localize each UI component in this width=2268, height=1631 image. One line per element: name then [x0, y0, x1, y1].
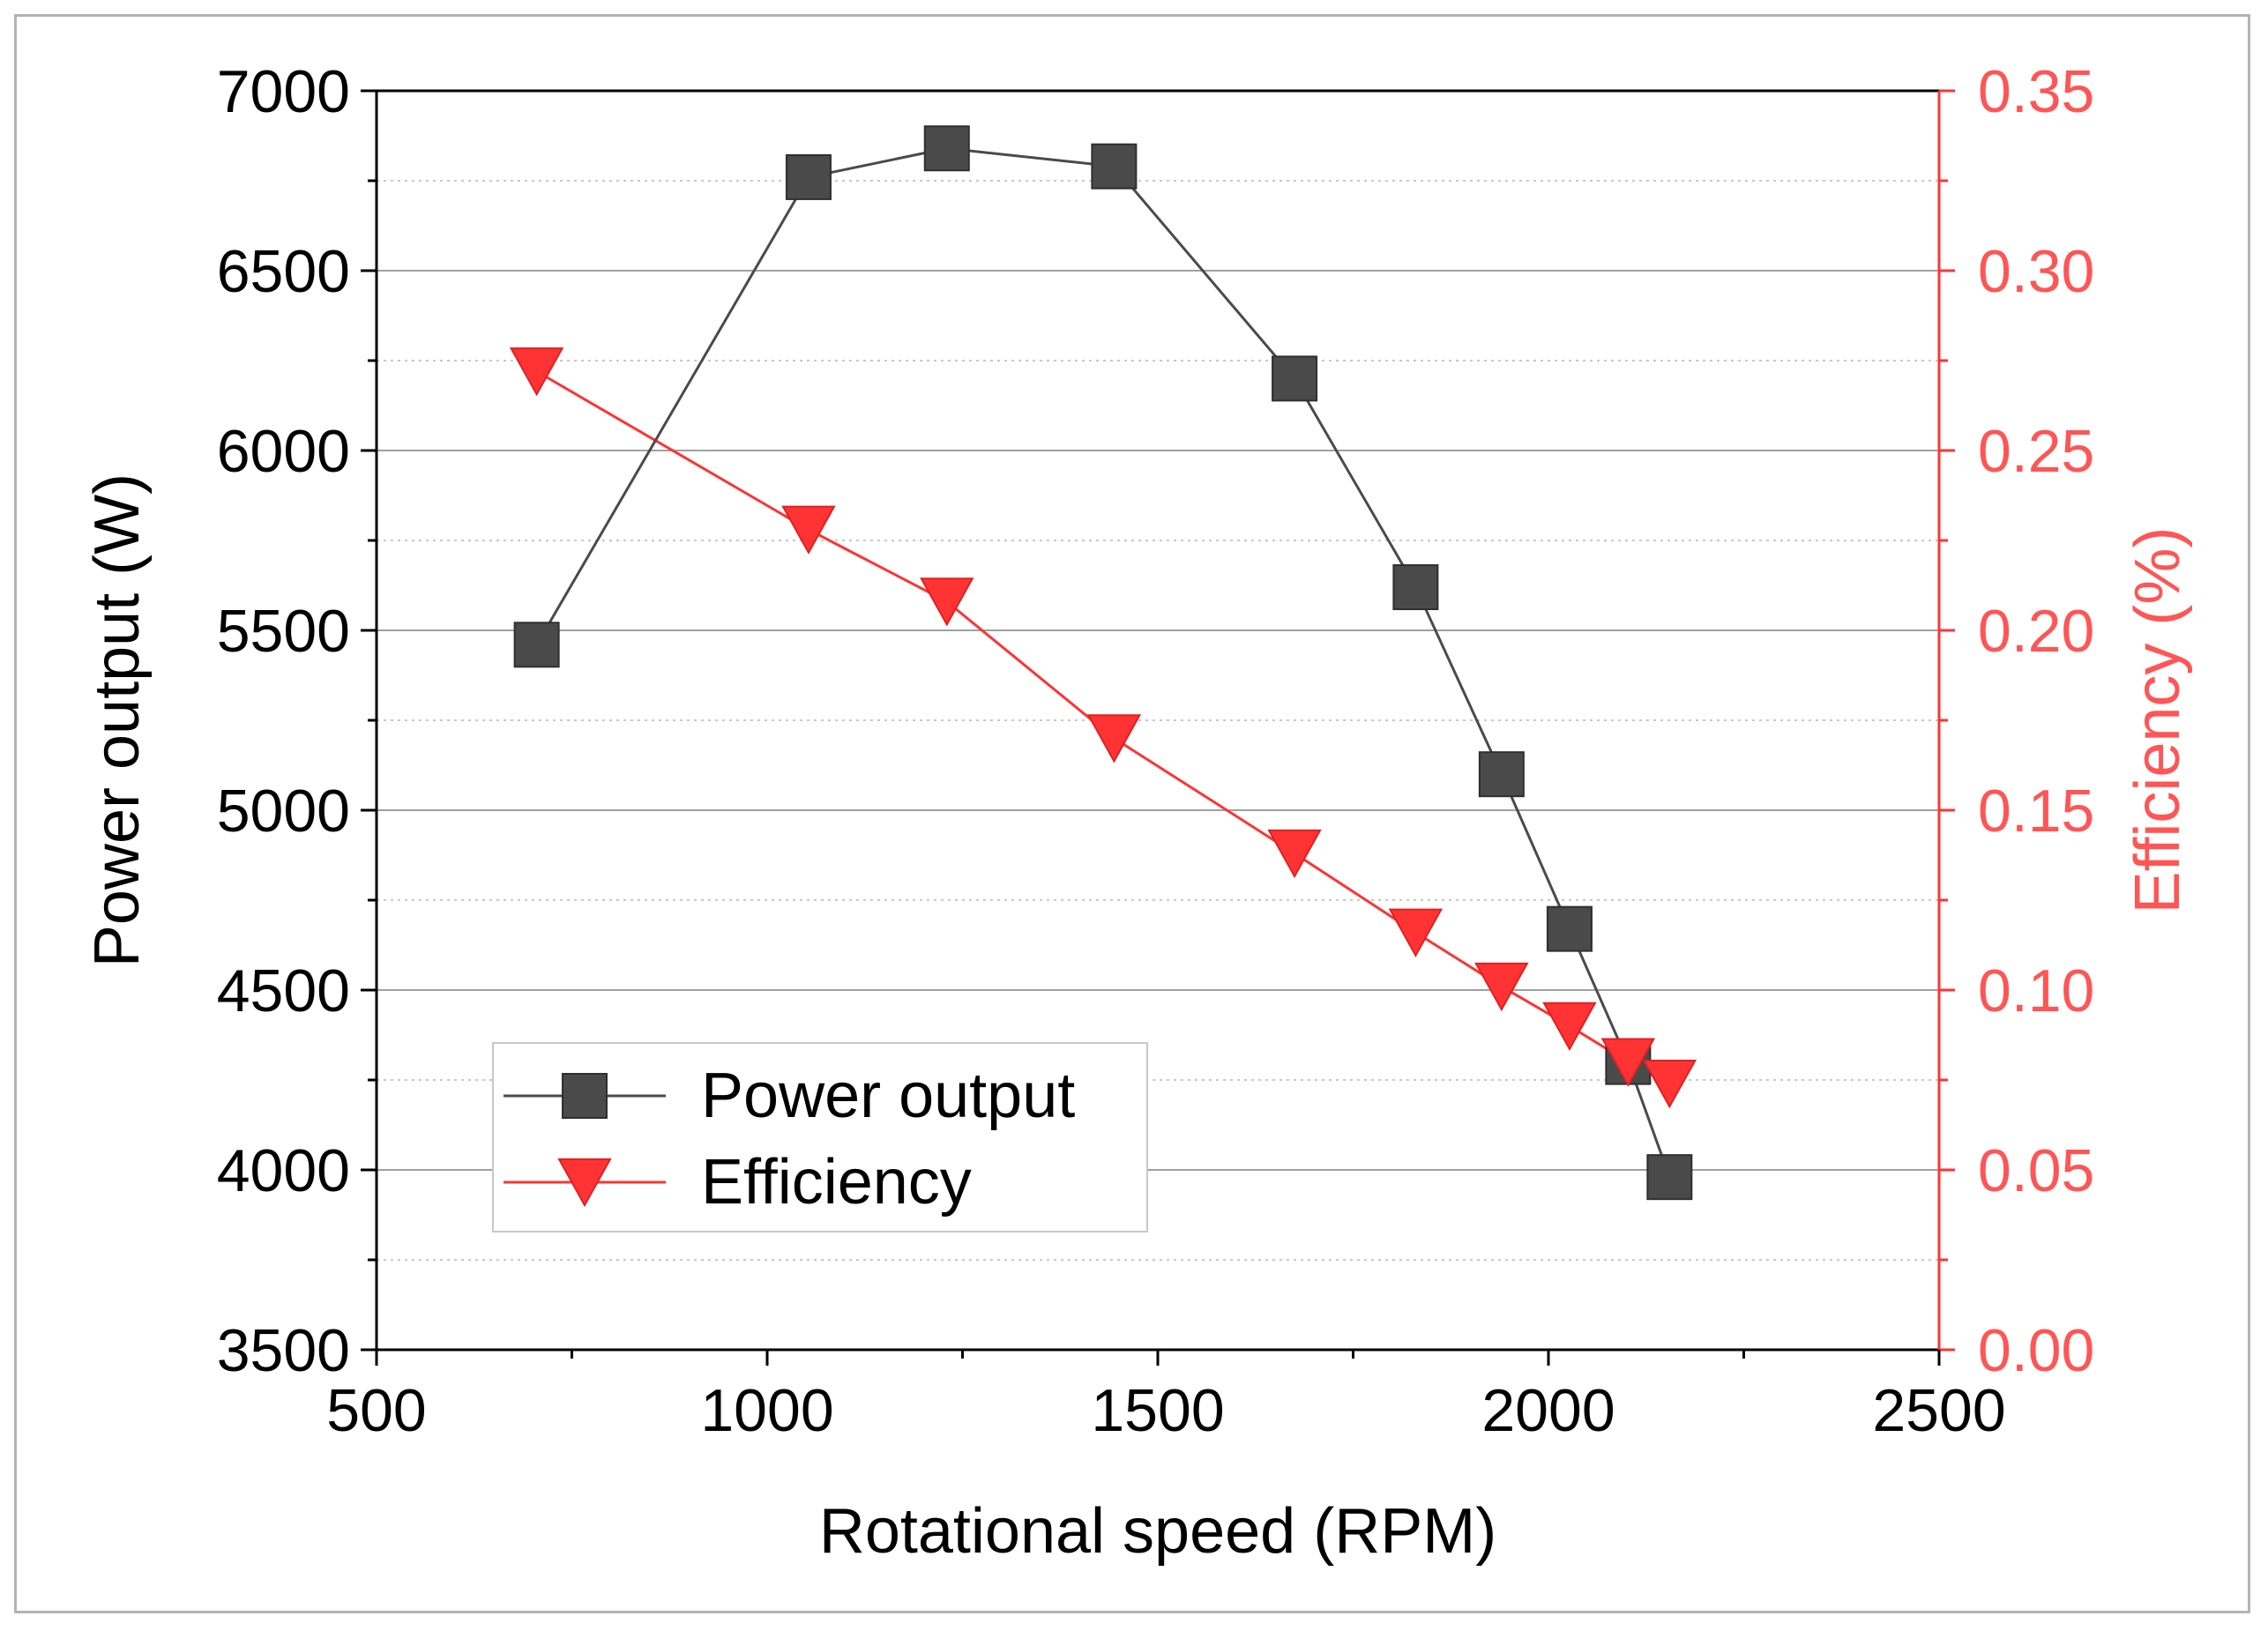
legend-efficiency-marker — [557, 1158, 612, 1208]
y2-tick-label: 0.10 — [1978, 957, 2094, 1024]
efficiency-point — [1267, 829, 1322, 879]
power-output-point — [1272, 355, 1318, 402]
y-axis-title: Power output (W) — [82, 473, 153, 967]
x-tick-label: 500 — [326, 1377, 426, 1444]
y-tick-label: 4000 — [217, 1137, 350, 1204]
axes: 3500 4000 4500 5000 5500 6000 6500 7000 0.00 0.05… — [217, 58, 2095, 1444]
x-tick-label: 1000 — [700, 1377, 833, 1444]
y-tick-label: 3500 — [217, 1317, 350, 1384]
power-output-point — [923, 125, 970, 172]
y2-tick-label: 0.35 — [1978, 58, 2094, 125]
chart-frame: 3500 4000 4500 5000 5500 6000 6500 7000 0.00 0.05… — [14, 14, 2250, 1613]
power-output-point — [1478, 751, 1525, 798]
efficiency-point — [781, 505, 836, 555]
power-output-point — [513, 622, 560, 668]
efficiency-point — [1388, 908, 1444, 957]
y-tick-label: 5500 — [217, 598, 350, 665]
y2-tick-label: 0.30 — [1978, 238, 2094, 305]
y-tick-label: 6000 — [217, 418, 350, 485]
efficiency-line — [535, 369, 1671, 1085]
power-output-point — [1091, 143, 1138, 190]
power-output-point — [1392, 564, 1439, 611]
power-output-point — [785, 153, 832, 200]
efficiency-point — [509, 347, 564, 397]
y-tick-label: 7000 — [217, 58, 350, 125]
y-tick-label: 4500 — [217, 957, 350, 1024]
y2-tick-label: 0.00 — [1978, 1317, 2094, 1384]
power-output-line — [535, 146, 1671, 1178]
y2-tick-label: 0.20 — [1978, 598, 2094, 665]
y-tick-label: 6500 — [217, 238, 350, 305]
efficiency-point — [1474, 962, 1529, 1012]
y2-axis-title: Efficiency (%) — [2123, 527, 2193, 914]
power-output-point — [1546, 905, 1593, 952]
y2-tick-label: 0.05 — [1978, 1137, 2094, 1204]
chart: 3500 4000 4500 5000 5500 6000 6500 7000 0.00 0.05… — [82, 58, 2193, 1567]
legend-label-power: Power output — [701, 1061, 1075, 1131]
power-output-point — [1646, 1154, 1693, 1201]
efficiency-point — [1542, 1002, 1597, 1051]
x-tick-label: 2000 — [1481, 1377, 1615, 1444]
y2-tick-label: 0.15 — [1978, 778, 2094, 845]
legend-label-efficiency: Efficiency — [701, 1147, 972, 1218]
legend-items: Power output Efficiency — [504, 1061, 1075, 1218]
x-tick-label: 2500 — [1872, 1377, 2005, 1444]
y-tick-label: 5000 — [217, 778, 350, 845]
efficiency-point — [1086, 714, 1142, 763]
x-tick-label: 1500 — [1091, 1377, 1224, 1444]
x-axis-title: Rotational speed (RPM) — [819, 1496, 1496, 1567]
efficiency-point — [920, 577, 974, 627]
legend: Power output Efficiency — [492, 1042, 1148, 1233]
efficiency-point — [1642, 1059, 1697, 1109]
series-layer — [509, 125, 1697, 1201]
legend-power-marker — [562, 1073, 608, 1119]
y2-tick-label: 0.25 — [1978, 418, 2094, 485]
efficiency-point — [1600, 1038, 1656, 1087]
